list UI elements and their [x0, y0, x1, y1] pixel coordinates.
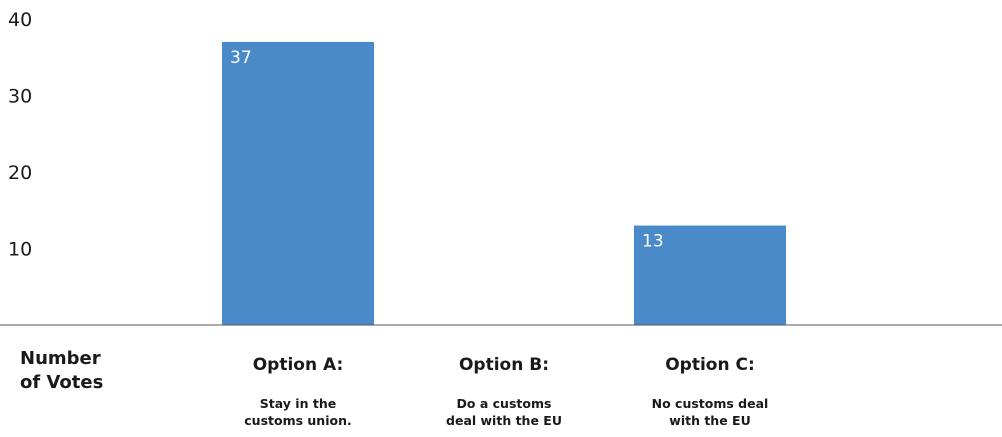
bar: [222, 41, 374, 325]
category-description-line: Do a customs: [456, 396, 552, 411]
category-description-option-b: Do a customs deal with the EU: [404, 395, 604, 429]
category-option-c: Option C: No customs deal with the EU: [610, 355, 810, 429]
category-title-option-c: Option C:: [665, 355, 755, 375]
bar-data-label: 13: [642, 232, 664, 252]
y-axis-label-line-2: of Votes: [20, 372, 104, 393]
category-option-b: Option B: Do a customs deal with the EU: [404, 355, 604, 429]
category-description-line: deal with the EU: [446, 413, 562, 428]
y-axis-label-line-1: Number: [20, 348, 101, 369]
category-description-line: Stay in the: [259, 396, 337, 411]
category-description-line: customs union.: [244, 413, 352, 428]
category-option-a: Option A: Stay in the customs union.: [198, 355, 398, 429]
y-tick-label: 20: [8, 162, 32, 184]
bar: [634, 225, 786, 325]
category-description-option-a: Stay in the customs union.: [198, 395, 398, 429]
bar-data-label: 37: [230, 48, 252, 68]
y-axis-ticks: 10 20 30 40: [8, 9, 32, 261]
category-title-option-a: Option A:: [252, 355, 344, 375]
category-title-option-b: Option B:: [458, 355, 550, 375]
category-description-option-c: No customs deal with the EU: [610, 395, 810, 429]
y-tick-label: 10: [8, 239, 32, 261]
category-description-line: No customs deal: [651, 396, 769, 411]
y-tick-label: 30: [8, 86, 32, 108]
y-tick-label: 40: [8, 9, 32, 31]
y-axis-label: Number of Votes: [20, 347, 130, 395]
bars: 37 13: [222, 41, 786, 325]
category-description-line: with the EU: [669, 413, 751, 428]
